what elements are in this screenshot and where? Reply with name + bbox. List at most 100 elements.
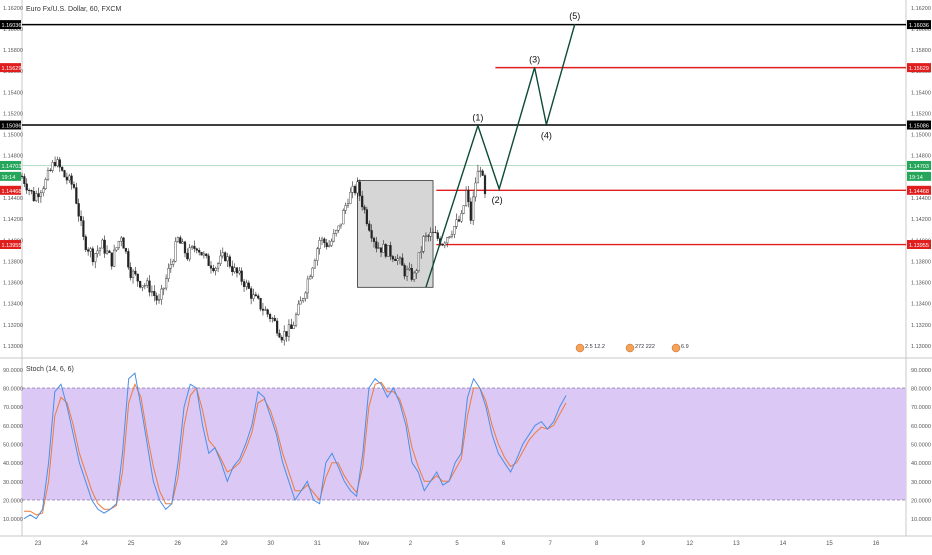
candle-body [35,193,38,202]
candle-body [209,265,213,269]
price-tick-left: 1.13800 [3,259,23,265]
event-badge-icon [625,343,635,353]
candle-body [434,231,437,233]
candle-body [174,241,177,262]
candle-body [153,291,156,296]
candle-body [207,255,210,266]
candle-body [65,176,68,181]
candle-body [462,205,465,214]
candle-body [117,241,120,248]
candle-body [280,336,283,341]
candle-body [120,237,123,242]
stoch-tick-left: 50.0000 [3,443,23,449]
candle-body [460,213,463,222]
price-tag-left [0,185,21,195]
candle-body [264,309,267,311]
candle-body [306,278,309,294]
candle-body [235,267,239,274]
candle-body [134,270,137,275]
stoch-tick-right: 50.0000 [911,443,931,449]
candle-body [49,170,52,172]
price-tick-left: 1.16000 [3,27,23,33]
candle-body [87,249,90,252]
price-tick-right: 1.16200 [911,6,931,12]
stoch-tick-right: 30.0000 [911,480,931,486]
event-badge-icon [671,343,681,353]
price-tick-right: 1.15200 [911,111,931,117]
candle-body [323,238,326,244]
stoch-tick-left: 90.0000 [3,368,23,374]
candle-body [465,190,468,206]
candle-body [181,241,184,244]
price-tick-left: 1.14200 [3,217,23,223]
candle-body [415,270,418,274]
candle-body [472,196,475,221]
candle-body [146,280,149,286]
price-tick-right: 1.13800 [911,259,931,265]
candle-body [349,192,352,204]
candle-body [335,230,338,234]
candle-body [141,285,144,288]
price-tag-left [0,240,21,250]
candle-body [356,181,359,194]
candle-body [231,266,234,273]
price-tag-left-label: 19:14 [2,175,16,181]
candle-body [410,267,413,280]
candle-body [446,237,449,244]
price-tag-left [0,160,21,170]
candle-body [108,250,111,253]
candle-body [467,190,470,202]
candle-body [188,247,191,260]
candle-body [150,291,154,293]
candle-body [247,282,250,289]
candle-body [476,170,480,184]
price-tag-right-label: 1.14703 [909,164,929,170]
candle-body [82,220,85,237]
stoch-tick-left: 80.0000 [3,387,23,393]
candle-body [266,309,269,315]
candle-body [131,270,135,278]
candle-body [479,170,482,172]
price-tick-right: 1.15400 [911,90,931,96]
candle-body [169,264,172,269]
wave-label: (4) [541,131,552,141]
price-tag-right-label: 1.13955 [909,243,929,249]
candle-body [127,251,130,268]
candle-body [70,175,73,185]
candle-body [212,268,215,272]
stoch-d-line [24,381,567,516]
stoch-tick-right: 20.0000 [911,499,931,505]
candle-body [143,285,146,287]
candle-body [75,187,78,204]
candle-body [394,258,397,261]
candle-body [44,179,47,189]
candle-body [124,248,128,252]
candle-body [384,244,387,257]
time-label: 15 [826,541,833,547]
price-tag-right-label: 1.14468 [909,189,929,195]
candle-body [176,237,180,242]
wave-label: (1) [472,113,483,123]
wave-label: (3) [529,55,540,65]
candle-body [148,280,151,293]
candle-body [72,184,76,188]
price-tick-left: 1.14800 [3,154,23,160]
candle-body [431,231,435,233]
candle-body [450,234,454,237]
candle-body [417,252,420,271]
price-tick-right: 1.14800 [911,154,931,160]
candle-body [424,235,428,237]
candle-body [183,241,187,254]
candle-body [53,162,57,167]
candle-body [233,267,236,273]
stoch-title: Stoch (14, 6, 6) [26,366,74,373]
candle-body [318,240,321,249]
candle-body [115,247,118,251]
price-tick-left: 1.14400 [3,196,23,202]
candle-body [401,257,404,266]
price-tag-right [907,185,931,195]
candle-body [346,203,350,206]
candle-body [327,245,331,248]
candle-body [457,219,461,222]
stoch-tick-right: 10.0000 [911,517,931,523]
